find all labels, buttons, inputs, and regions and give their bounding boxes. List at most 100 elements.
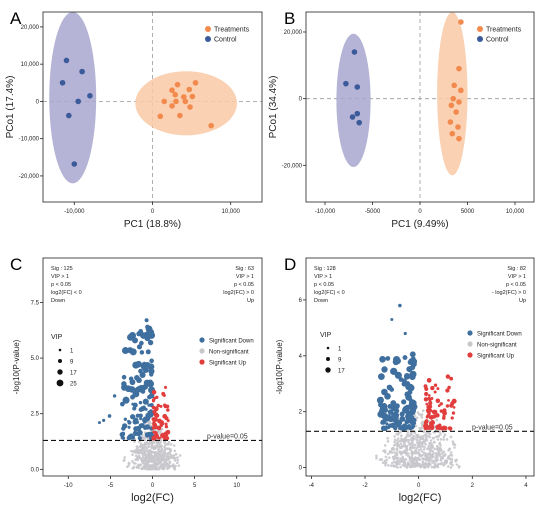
significant-up-point: [450, 416, 454, 420]
non-significant-point: [410, 436, 414, 440]
significant-down-point: [122, 396, 130, 404]
treatments-point: [177, 112, 183, 119]
significant-down-point: [97, 421, 101, 425]
non-significant-point: [436, 447, 439, 450]
non-significant-point: [153, 451, 156, 455]
non-significant-point: [422, 430, 426, 434]
treatments-point: [173, 98, 179, 105]
significant-down-point: [139, 371, 146, 378]
non-significant-point: [434, 435, 438, 439]
significant-down-point: [409, 373, 416, 381]
treatments-point: [458, 87, 464, 94]
non-significant-point: [418, 454, 421, 458]
non-significant-point: [131, 459, 134, 463]
significant-up-point: [447, 385, 451, 390]
significance-legend-marker: [199, 348, 205, 354]
non-significant-point: [417, 412, 421, 416]
non-significant-point: [428, 435, 431, 439]
treatments-point: [161, 98, 168, 105]
x-axis-label: log2(FC): [399, 492, 442, 504]
non-significant-point: [435, 418, 439, 422]
x-tick-label: -10,000: [64, 209, 85, 215]
non-significant-point: [420, 413, 424, 416]
plot-frame: [305, 257, 535, 477]
annotation-left-line: log2(FC) < 0: [314, 290, 345, 296]
non-significant-point: [375, 456, 378, 460]
legend-label: Treatments: [214, 27, 250, 34]
non-significant-point: [386, 452, 390, 456]
non-significant-point: [398, 450, 402, 453]
non-significant-point: [451, 463, 454, 467]
non-significant-point: [429, 444, 432, 447]
non-significant-point: [449, 451, 453, 454]
non-significant-point: [432, 465, 436, 469]
non-significant-point: [406, 461, 410, 464]
non-significant-point: [157, 448, 160, 452]
vip-legend-title: VIP: [51, 334, 63, 341]
non-significant-point: [453, 446, 456, 449]
non-significant-point: [386, 440, 390, 443]
vip-legend-label: 17: [338, 369, 345, 375]
non-significant-point: [122, 459, 126, 462]
non-significant-point: [158, 451, 161, 454]
treatments-point: [182, 98, 189, 105]
non-significant-point: [417, 448, 421, 452]
non-significant-point: [417, 452, 420, 455]
significant-down-point: [394, 403, 400, 409]
non-significant-point: [131, 466, 134, 470]
significant-down-point: [381, 426, 385, 431]
significant-down-point: [392, 356, 401, 364]
significant-up-point: [436, 387, 440, 391]
significant-down-point: [135, 360, 142, 368]
y-tick-label: 0: [299, 466, 303, 472]
annotation-right-line: Up: [247, 298, 254, 304]
non-significant-point: [420, 454, 423, 458]
significant-down-point: [149, 372, 154, 377]
control-point: [354, 84, 361, 90]
non-significant-point: [147, 445, 151, 449]
non-significant-point: [384, 455, 388, 459]
non-significant-point: [412, 434, 415, 438]
non-significant-point: [134, 454, 138, 458]
non-significant-point: [405, 433, 409, 437]
annotation-right-line: p < 0.05: [234, 282, 254, 288]
non-significant-point: [140, 467, 144, 471]
non-significant-point: [385, 458, 389, 462]
legend-marker: [477, 26, 483, 32]
non-significant-point: [155, 458, 159, 462]
non-significant-point: [173, 468, 177, 471]
significant-up-point: [157, 418, 162, 424]
non-significant-point: [454, 459, 458, 463]
non-significant-point: [406, 438, 409, 442]
non-significant-point: [153, 445, 156, 449]
non-significant-point: [452, 441, 455, 445]
significant-down-point: [401, 381, 407, 387]
significant-down-point: [129, 348, 137, 356]
y-tick-label: -20,000: [282, 163, 303, 169]
annotation-left-line: Sig : 125: [51, 266, 73, 272]
significant-up-point: [165, 404, 170, 409]
treatments-point: [180, 94, 187, 100]
significant-down-point: [385, 422, 389, 426]
x-tick-label: 5: [193, 483, 197, 489]
significant-down-point: [411, 360, 417, 366]
non-significant-point: [431, 450, 435, 453]
significant-up-point: [155, 395, 159, 399]
non-significant-point: [141, 460, 144, 463]
non-significant-point: [420, 422, 424, 425]
non-significant-point: [399, 465, 402, 469]
treatments-point: [157, 113, 164, 120]
non-significant-point: [426, 465, 430, 469]
y-tick-label: 0: [36, 99, 40, 105]
non-significant-point: [448, 447, 452, 451]
significant-up-point: [428, 400, 433, 406]
significant-up-point: [437, 404, 441, 408]
non-significant-point: [147, 459, 150, 462]
x-tick-label: 10,000: [506, 209, 525, 215]
vip-legend-label: 9: [70, 360, 74, 366]
non-significant-point: [434, 454, 438, 458]
significant-down-point: [135, 413, 140, 418]
non-significant-point: [392, 464, 396, 468]
x-tick-label: 10: [233, 483, 240, 489]
non-significant-point: [403, 443, 406, 446]
